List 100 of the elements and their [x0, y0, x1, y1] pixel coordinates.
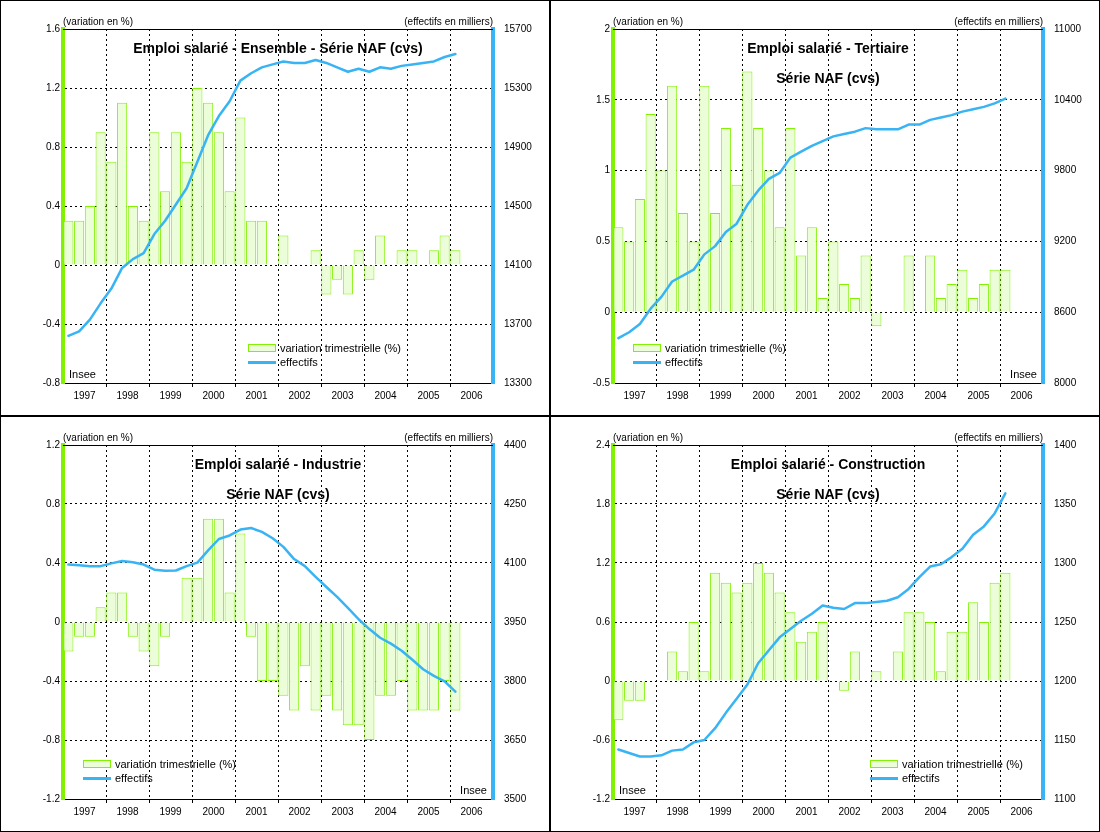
y2-tick-label: 14100 [504, 258, 533, 270]
x-tick-label: 1998 [116, 805, 140, 817]
x-tick-label: 2006 [1010, 389, 1034, 401]
x-tick-label: 2006 [1010, 805, 1034, 817]
y-tick-label: 1 [604, 164, 611, 176]
x-tick-label: 1997 [623, 389, 647, 401]
x-tick-label: 2001 [245, 805, 269, 817]
x-tick-label: 1999 [159, 389, 183, 401]
legend-label: effectifs [901, 771, 940, 785]
y-tick-label: 1.2 [46, 438, 61, 450]
y-axis-title: (variation en %) [613, 431, 684, 443]
x-tick-label: 2000 [752, 389, 776, 401]
y2-tick-label: 15700 [504, 22, 533, 34]
x-tick-label: 1997 [623, 805, 647, 817]
y-tick-label: 0 [54, 258, 61, 270]
y-tick-label: 0.6 [596, 615, 611, 627]
y2-tick-label: 3950 [504, 615, 527, 627]
annotation: Insee [1010, 367, 1037, 380]
x-tick-label: 2004 [924, 389, 948, 401]
x-tick-label: 1998 [116, 389, 140, 401]
y-tick-label: 2 [604, 22, 611, 34]
x-tick-label: 2002 [288, 805, 312, 817]
y-tick-label: 0.8 [46, 140, 61, 152]
y-axis-title: (variation en %) [613, 15, 684, 27]
x-tick-label: 2006 [460, 389, 484, 401]
y2-tick-label: 11000 [1054, 22, 1082, 34]
y2-tick-label: 1250 [1054, 615, 1077, 627]
y2-tick-label: 4100 [504, 556, 527, 568]
y-tick-label: 0.4 [46, 556, 61, 568]
x-tick-label: 2005 [417, 389, 441, 401]
x-tick-label: 2000 [202, 805, 226, 817]
x-tick-label: 2003 [881, 805, 905, 817]
y-tick-label: 2.4 [596, 438, 611, 450]
x-tick-label: 2006 [460, 805, 484, 817]
y-tick-label: -0.8 [42, 376, 61, 388]
y-tick-label: -0.6 [592, 733, 611, 745]
x-tick-label: 2004 [924, 805, 948, 817]
x-tick-label: 1999 [159, 805, 183, 817]
y2-axis-title: (effectifs en milliers) [404, 431, 493, 443]
y2-tick-label: 3800 [504, 674, 527, 686]
text: Emploi salarié - Tertiaire [747, 39, 909, 56]
x-tick-label: 2003 [881, 389, 905, 401]
y-tick-label: 1.2 [596, 556, 611, 568]
text: Emploi salarié - Construction [730, 455, 926, 472]
text: Série NAF (cvs) [226, 485, 330, 502]
y2-tick-label: 4250 [504, 497, 527, 509]
annotation: Insee [460, 783, 487, 796]
y-tick-label: 0 [54, 615, 61, 627]
y2-tick-label: 13700 [504, 317, 533, 329]
x-tick-label: 2002 [838, 389, 862, 401]
x-tick-label: 2005 [417, 805, 441, 817]
y-tick-label: 1.5 [596, 93, 611, 105]
y-tick-label: -1.2 [42, 792, 61, 804]
x-tick-label: 2001 [795, 805, 819, 817]
y2-tick-label: 4400 [504, 438, 527, 450]
y-tick-label: -0.4 [42, 674, 61, 686]
y-tick-label: -1.2 [592, 792, 611, 804]
x-tick-label: 2004 [374, 805, 398, 817]
y2-tick-label: 10400 [1054, 93, 1083, 105]
y-tick-label: 0 [604, 674, 611, 686]
y2-tick-label: 13300 [504, 376, 533, 388]
x-tick-label: 2002 [288, 389, 312, 401]
text: Série NAF (cvs) [776, 485, 880, 502]
y-tick-label: -0.5 [592, 376, 611, 388]
y2-tick-label: 8600 [1054, 305, 1077, 317]
legend-label: effectifs [665, 355, 703, 369]
y-tick-label: 1.6 [46, 22, 61, 34]
x-tick-label: 1999 [709, 389, 733, 401]
legend-label: variation trimestrielle (%) [901, 757, 1023, 771]
x-tick-label: 2001 [245, 389, 269, 401]
y-tick-label: -0.4 [42, 317, 61, 329]
x-tick-label: 1997 [73, 805, 97, 817]
legend-label: variation trimestrielle (%) [665, 341, 787, 355]
x-tick-label: 2005 [967, 389, 991, 401]
x-tick-label: 2000 [752, 805, 776, 817]
y-tick-label: 1.8 [596, 497, 611, 509]
y2-axis-title: (effectifs en milliers) [404, 15, 493, 27]
y2-tick-label: 1300 [1054, 556, 1077, 568]
y2-tick-label: 15300 [504, 81, 533, 93]
y-tick-label: 0.4 [46, 199, 61, 211]
y-tick-label: -0.8 [42, 733, 61, 745]
x-tick-label: 1999 [709, 805, 733, 817]
y2-axis-title: (effectifs en milliers) [954, 15, 1043, 27]
x-tick-label: 1998 [666, 389, 690, 401]
y-tick-label: 0.8 [46, 497, 61, 509]
y2-tick-label: 9800 [1054, 164, 1077, 176]
annotation: Insee [619, 783, 646, 796]
y2-tick-label: 9200 [1054, 235, 1077, 247]
text: Série NAF (cvs) [776, 69, 880, 86]
text: Emploi salarié - Industrie [194, 455, 362, 472]
y-tick-label: 0.5 [596, 235, 611, 247]
x-tick-label: 2005 [967, 805, 991, 817]
y2-axis-title: (effectifs en milliers) [954, 431, 1043, 443]
y2-tick-label: 14900 [504, 140, 533, 152]
y2-tick-label: 3650 [504, 733, 527, 745]
y2-tick-label: 1400 [1054, 438, 1077, 450]
y-tick-label: 1.2 [46, 81, 61, 93]
y2-tick-label: 14500 [504, 199, 533, 211]
y-tick-label: 0 [604, 305, 611, 317]
y2-tick-label: 1100 [1054, 792, 1076, 804]
